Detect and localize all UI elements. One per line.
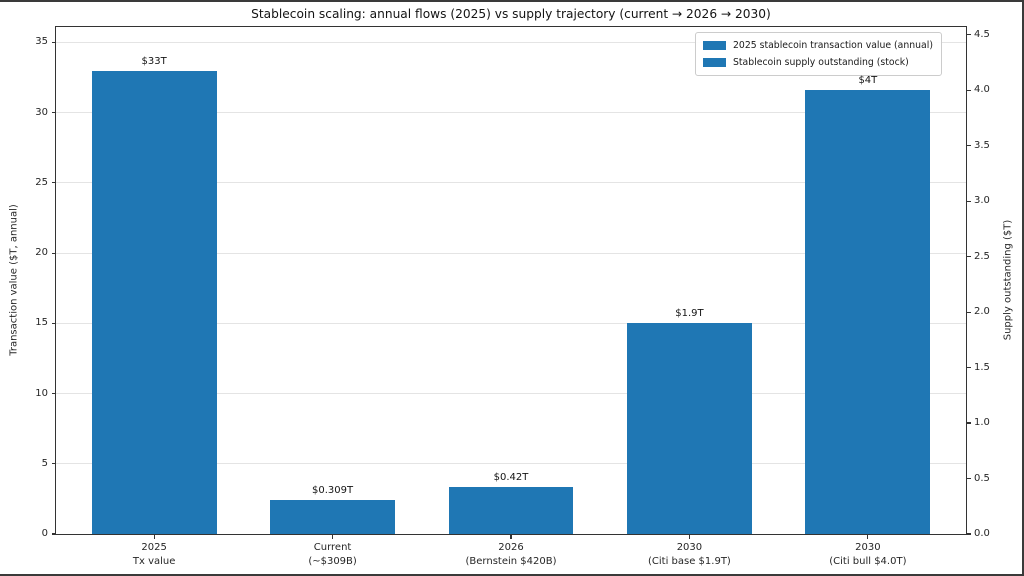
left-tick-mark [51, 112, 56, 114]
chart-title: Stablecoin scaling: annual flows (2025) … [251, 7, 771, 21]
left-tick-label: 25 [35, 176, 48, 188]
gridline [56, 182, 966, 184]
right-tick-mark [966, 311, 971, 313]
legend-item: Stablecoin supply outstanding (stock) [703, 54, 933, 71]
gridline [56, 112, 966, 114]
x-tick-label: 2026 (Bernstein $420B) [465, 542, 557, 567]
left-tick-mark [51, 252, 56, 254]
right-tick-label: 0.0 [974, 528, 990, 539]
bar-value-label: $0.42T [493, 472, 529, 484]
left-tick-mark [51, 182, 56, 184]
right-tick-mark [966, 89, 971, 91]
left-tick-label: 20 [35, 247, 48, 259]
legend-swatch [703, 41, 726, 50]
plot-area: $33T $0.309T $0.42T $1.9T $4T [56, 27, 966, 534]
left-tick-label: 10 [35, 387, 48, 399]
right-tick-mark [966, 533, 971, 535]
left-tick-mark [51, 463, 56, 465]
right-tick-label: 4.5 [974, 28, 990, 40]
gridline [56, 393, 966, 395]
left-tick-mark [51, 322, 56, 324]
right-tick-label: 3.0 [974, 195, 990, 207]
legend-item-label: Stablecoin supply outstanding (stock) [733, 57, 909, 68]
right-tick-label: 4.0 [974, 84, 990, 96]
bar [448, 487, 574, 534]
left-tick-mark [51, 533, 56, 535]
right-tick-label: 2.0 [974, 306, 990, 318]
right-tick-mark [966, 256, 971, 258]
x-tick-label: 2030 (Citi bull $4.0T) [829, 542, 907, 567]
bottom-tick-mark [688, 534, 691, 539]
left-tick-mark [51, 392, 56, 395]
left-tick-label: 35 [35, 36, 48, 48]
bar [91, 70, 217, 534]
bottom-tick-mark [331, 534, 334, 539]
bottom-tick-mark [867, 534, 869, 539]
gridline [56, 252, 966, 254]
bar-value-label: $0.309T [312, 484, 354, 496]
right-tick-mark [966, 477, 971, 480]
bar [626, 323, 752, 534]
x-tick-label: Current (~$309B) [308, 542, 357, 567]
right-tick-mark [966, 145, 971, 147]
left-tick-label: 0 [41, 528, 48, 539]
legend: 2025 stablecoin transaction value (annua… [695, 32, 942, 76]
left-tick-label: 30 [35, 106, 48, 118]
bar-value-label: $33T [141, 55, 167, 67]
right-tick-label: 3.5 [974, 139, 990, 151]
bar-value-label: $1.9T [675, 308, 704, 320]
gridline [56, 41, 966, 43]
left-tick-mark [51, 41, 56, 44]
right-tick-label: 1.5 [974, 361, 990, 373]
gridline [56, 463, 966, 465]
right-tick-mark [966, 200, 971, 202]
bar [270, 499, 395, 534]
legend-swatch [703, 58, 726, 67]
right-tick-label: 0.5 [974, 472, 990, 484]
right-axis-title: Supply outstanding ($T) [1002, 219, 1014, 341]
right-tick-mark [966, 422, 971, 424]
left-axis-title: Transaction value ($T, annual) [8, 204, 20, 356]
right-tick-mark [966, 366, 971, 369]
right-tick-mark [966, 34, 971, 36]
left-tick-label: 15 [35, 317, 48, 329]
x-tick-label: 2030 (Citi base $1.9T) [648, 542, 731, 567]
x-tick-label: 2025 Tx value [132, 542, 176, 567]
legend-item-label: 2025 stablecoin transaction value (annua… [733, 40, 933, 51]
right-tick-label: 1.0 [974, 417, 990, 429]
bottom-tick-mark [153, 534, 155, 539]
bar-value-label: $4T [858, 75, 878, 87]
bar [805, 90, 931, 534]
right-tick-label: 2.5 [974, 250, 990, 262]
legend-item: 2025 stablecoin transaction value (annua… [703, 37, 933, 54]
left-tick-label: 5 [41, 457, 48, 469]
gridline [56, 322, 966, 324]
bottom-tick-mark [510, 534, 512, 539]
